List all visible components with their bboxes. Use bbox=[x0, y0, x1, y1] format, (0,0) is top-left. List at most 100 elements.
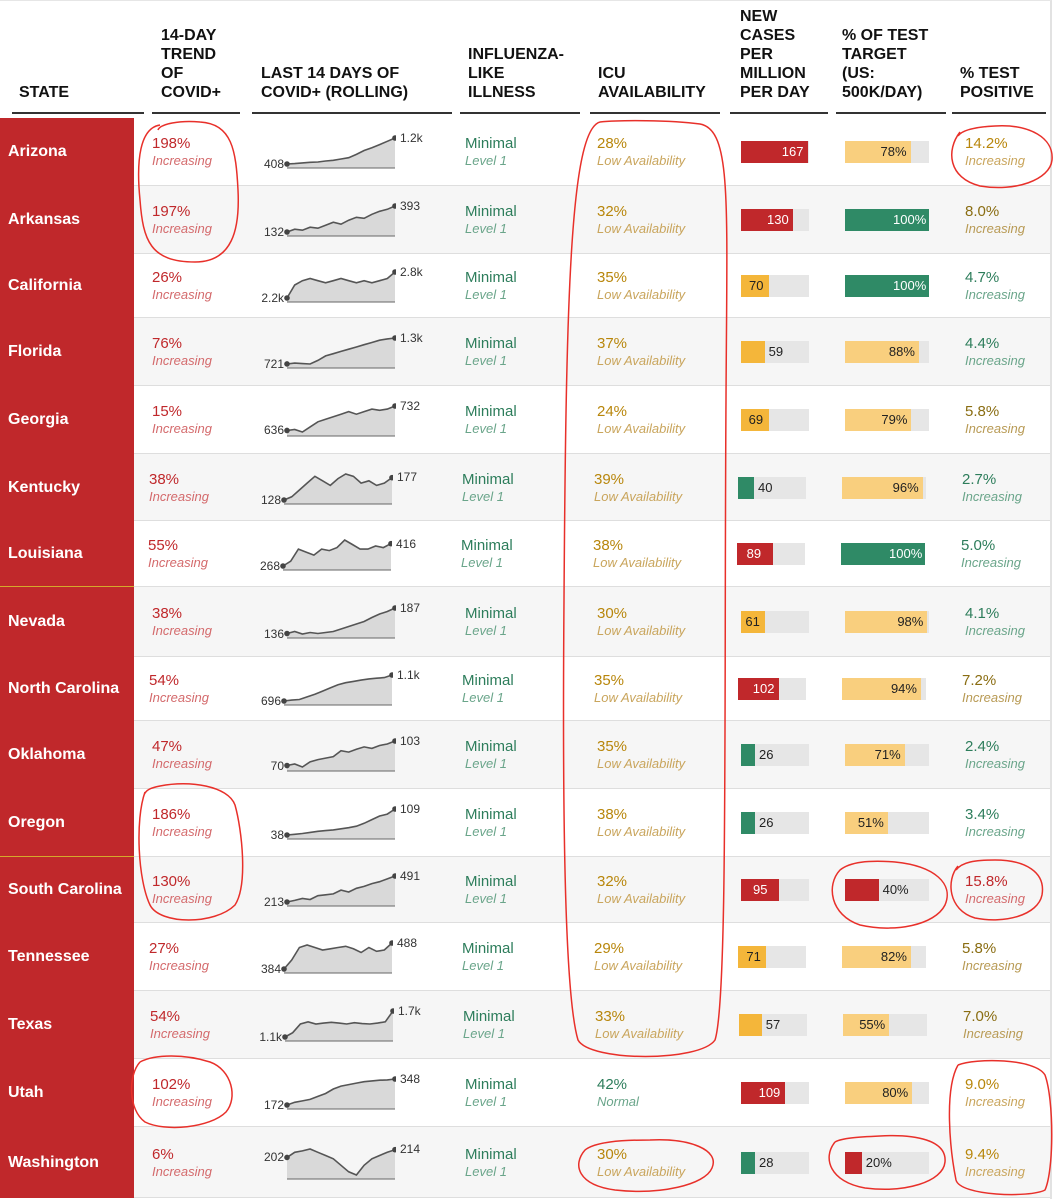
table-row[interactable]: Kentucky 38% Increasing 128 177 Minimal Level … bbox=[0, 454, 1050, 521]
state-name[interactable]: Kentucky bbox=[0, 454, 134, 521]
table-row[interactable]: Texas 54% Increasing 1.1k 1.7k Minimal Level 1… bbox=[0, 991, 1050, 1059]
sparkline-end-label: 177 bbox=[397, 470, 418, 485]
table-row[interactable]: California 26% Increasing 2.2k 2.8k Minimal Le… bbox=[0, 254, 1050, 318]
sparkline-area bbox=[287, 809, 395, 839]
test-target-bar-fill bbox=[845, 209, 929, 231]
test-target-value: 78% bbox=[880, 144, 907, 159]
cases-bar-fill bbox=[741, 341, 765, 363]
table-row[interactable]: Tennessee 27% Increasing 384 488 Minimal Level… bbox=[0, 923, 1050, 991]
state-name[interactable]: Tennessee bbox=[0, 923, 134, 991]
sparkline-chart bbox=[284, 605, 396, 639]
sparkline-start-point bbox=[284, 229, 290, 235]
test-target-bar: 71% bbox=[845, 744, 929, 766]
trend-percent: 102% bbox=[152, 1076, 191, 1093]
header-cases[interactable]: NEW CASES PER MILLION PER DAY bbox=[740, 8, 810, 101]
table-row[interactable]: Utah 102% Increasing 172 348 Minimal Level 1 42… bbox=[0, 1059, 1050, 1127]
icu-status: Low Availability bbox=[597, 353, 686, 368]
state-name[interactable]: Nevada bbox=[0, 587, 134, 657]
state-name[interactable]: Arkansas bbox=[0, 186, 134, 254]
test-positive-percent: 5.8% bbox=[965, 403, 1000, 420]
sparkline-end-label: 1.1k bbox=[397, 668, 420, 682]
table-row[interactable]: North Carolina 54% Increasing 696 1.1k Minima… bbox=[0, 657, 1050, 721]
sparkline-end-point bbox=[389, 672, 393, 678]
cases-bar-fill bbox=[741, 209, 793, 231]
icu-status: Low Availability bbox=[597, 623, 686, 638]
table-row[interactable]: Georgia 15% Increasing 636 732 Minimal Level 1… bbox=[0, 386, 1050, 454]
sparkline-end-label: 214 bbox=[400, 1142, 421, 1157]
sparkline-end-point bbox=[389, 940, 393, 946]
cases-bar: 26 bbox=[741, 812, 809, 834]
cases-bar-fill bbox=[741, 1082, 785, 1104]
state-name[interactable]: Louisiana bbox=[0, 521, 134, 587]
header-ili[interactable]: INFLUENZA- LIKE ILLNESS bbox=[468, 46, 564, 101]
state-name[interactable]: North Carolina bbox=[0, 657, 134, 721]
test-target-bar-fill bbox=[845, 1151, 862, 1174]
icu-status: Low Availability bbox=[594, 690, 683, 705]
test-positive-percent: 4.7% bbox=[965, 269, 1000, 286]
sparkline-end-label: 416 bbox=[396, 536, 417, 551]
cases-value: 109 bbox=[758, 1085, 781, 1100]
test-target-bar: 51% bbox=[845, 812, 929, 834]
state-name[interactable]: Arizona bbox=[0, 118, 134, 186]
test-target-bar: 100% bbox=[845, 209, 929, 231]
test-target-bar-fill bbox=[845, 341, 919, 363]
state-name[interactable]: Utah bbox=[0, 1059, 134, 1127]
icu-percent: 28% bbox=[597, 135, 628, 152]
header-test-target[interactable]: % OF TEST TARGET (US: 500K/DAY) bbox=[842, 27, 929, 101]
sparkline-end-label: 187 bbox=[400, 601, 421, 615]
trend-direction: Increasing bbox=[152, 1163, 212, 1179]
ili-level: Minimal bbox=[465, 605, 517, 622]
test-target-value: 96% bbox=[892, 479, 919, 495]
table-row[interactable]: Arkansas 197% Increasing 132 393 Minimal Level… bbox=[0, 186, 1050, 254]
cases-bar-fill bbox=[741, 141, 808, 163]
cases-bar: 57 bbox=[739, 1014, 807, 1036]
cases-bar-fill bbox=[741, 611, 766, 633]
sparkline-end-label: 348 bbox=[400, 1072, 421, 1086]
test-positive-direction: Increasing bbox=[962, 690, 1022, 705]
table-row[interactable]: Washington 6% Increasing 202 214 Minimal Level… bbox=[0, 1127, 1050, 1198]
header-last14[interactable]: LAST 14 DAYS OF COVID+ (ROLLING) bbox=[261, 65, 409, 101]
header-icu[interactable]: ICU AVAILABILITY bbox=[598, 65, 706, 101]
state-name[interactable]: California bbox=[0, 254, 134, 318]
icu-percent: 32% bbox=[597, 873, 628, 890]
test-target-bar: 82% bbox=[842, 946, 926, 968]
header-trend[interactable]: 14-DAY TREND OF COVID+ bbox=[161, 27, 222, 101]
trend-percent: 38% bbox=[149, 470, 180, 488]
icu-status: Low Availability bbox=[597, 824, 686, 839]
sparkline-end-point bbox=[392, 806, 396, 812]
state-name[interactable]: Washington bbox=[0, 1127, 134, 1198]
trend-percent: 130% bbox=[152, 873, 191, 890]
test-positive-percent: 9.0% bbox=[965, 1076, 1000, 1093]
table-row[interactable]: Arizona 198% Increasing 408 1.2k Minimal Level… bbox=[0, 118, 1050, 186]
cases-bar: 26 bbox=[741, 744, 809, 766]
cases-bar: 40 bbox=[738, 476, 806, 499]
table-row[interactable]: Oklahoma 47% Increasing 70 103 Minimal Level 1… bbox=[0, 721, 1050, 789]
test-positive-direction: Increasing bbox=[965, 421, 1025, 436]
test-target-bar-fill bbox=[845, 812, 888, 834]
sparkline-start-label: 38 bbox=[270, 828, 284, 842]
test-target-bar-fill bbox=[845, 275, 929, 297]
table-row[interactable]: Florida 76% Increasing 721 1.3k Minimal Level … bbox=[0, 318, 1050, 386]
ili-level: Minimal bbox=[465, 1145, 517, 1163]
state-name[interactable]: Texas bbox=[0, 991, 134, 1059]
state-name[interactable]: South Carolina bbox=[0, 857, 134, 923]
trend-direction: Increasing bbox=[152, 891, 212, 906]
ili-level: Minimal bbox=[465, 403, 517, 420]
cases-value: 57 bbox=[765, 1017, 781, 1032]
table-row[interactable]: South Carolina 130% Increasing 213 491 Minima… bbox=[0, 857, 1050, 923]
state-name[interactable]: Florida bbox=[0, 318, 134, 386]
ili-level: Minimal bbox=[465, 873, 517, 890]
sparkline-start-point bbox=[284, 1102, 290, 1108]
sparkline-start-label: 172 bbox=[263, 1098, 284, 1112]
header-test-positive[interactable]: % TEST POSITIVE bbox=[960, 65, 1034, 101]
icu-percent: 38% bbox=[597, 806, 628, 823]
state-name[interactable]: Oregon bbox=[0, 789, 134, 857]
state-name[interactable]: Georgia bbox=[0, 386, 134, 454]
test-positive-percent: 3.4% bbox=[965, 806, 1000, 823]
state-name[interactable]: Oklahoma bbox=[0, 721, 134, 789]
table-row[interactable]: Louisiana 55% Increasing 268 416 Minimal Level… bbox=[0, 521, 1050, 587]
header-state[interactable]: STATE bbox=[19, 84, 70, 101]
